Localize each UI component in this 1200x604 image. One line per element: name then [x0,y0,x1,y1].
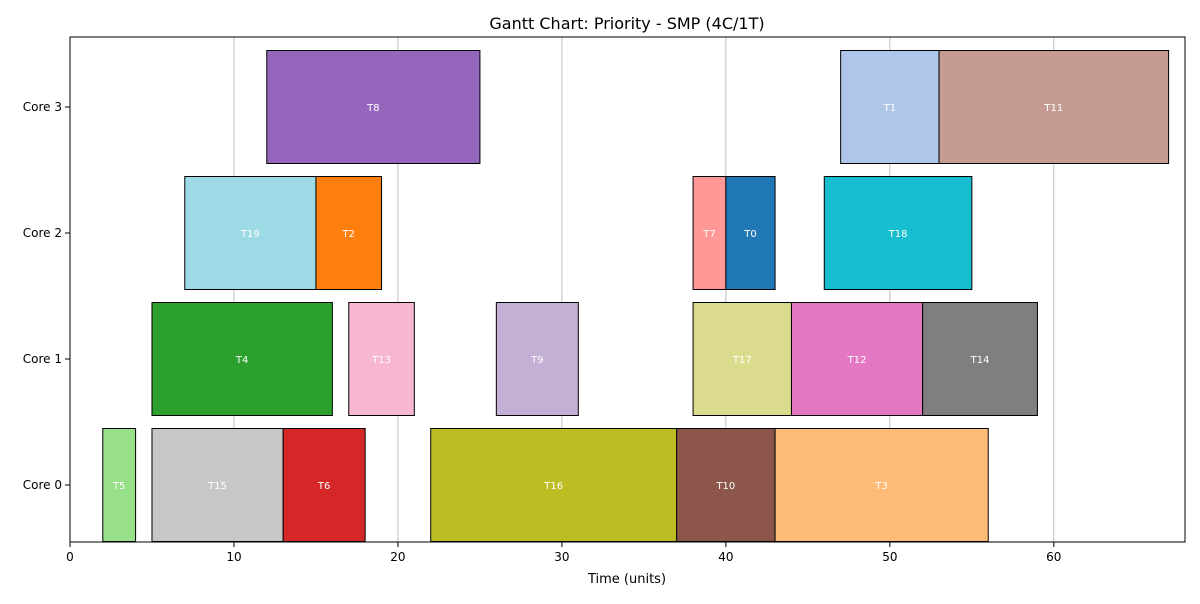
x-tick-label: 60 [1046,550,1061,564]
plot-frame [69,36,1186,543]
task-bar-t10 [676,428,776,542]
task-bar-t15 [151,428,284,542]
x-tick-label: 20 [390,550,405,564]
task-label-t3: T3 [874,481,887,492]
task-label-t8: T8 [366,103,379,114]
task-label-t10: T10 [715,481,735,492]
task-label-t14: T14 [970,355,990,366]
y-tick-label: Core 2 [23,226,62,240]
task-bar-t19 [184,176,317,290]
task-bar-t11 [938,50,1170,164]
task-label-t15: T15 [207,481,227,492]
task-bar-t7 [692,176,727,290]
x-axis-label: Time (units) [587,572,666,587]
task-label-t5: T5 [112,481,125,492]
y-tick-label: Core 0 [23,478,62,492]
x-tick-label: 10 [226,550,241,564]
bars-layer: T5 T15 T6 T16 T10 T3 T4 T13 T9 T17 T12 T14 T19 T2 T7 T0… [102,50,1170,542]
task-bar-t9 [495,302,579,416]
task-label-t4: T4 [235,355,248,366]
task-label-t18: T18 [888,229,908,240]
task-label-t1: T1 [883,103,896,114]
chart-title: Gantt Chart: Priority - SMP (4C/1T) [489,14,764,33]
task-label-t13: T13 [371,355,391,366]
task-bar-t16 [430,428,678,542]
x-tick-label: 30 [554,550,569,564]
x-tick-label: 50 [882,550,897,564]
task-bar-t0 [725,176,776,290]
task-label-t9: T9 [530,355,543,366]
task-bar-t1 [840,50,940,164]
task-bar-t17 [692,302,792,416]
task-bar-t3 [774,428,989,542]
task-label-t7: T7 [702,229,715,240]
y-tick-label: Core 1 [23,352,62,366]
task-bar-t14 [922,302,1038,416]
y-tick-label: Core 3 [23,100,62,114]
task-label-t16: T16 [543,481,563,492]
axes-layer: 0 10 20 30 40 50 60 Core 0 Core 1 Core 2 Core 3 [23,36,1186,564]
task-bar-t4 [151,302,333,416]
task-label-t2: T2 [342,229,355,240]
x-tick-label: 0 [66,550,74,564]
task-label-t11: T11 [1043,103,1063,114]
task-bar-t8 [266,50,481,164]
task-label-t12: T12 [847,355,867,366]
x-tick-label: 40 [718,550,733,564]
task-label-t6: T6 [317,481,330,492]
task-bar-t18 [823,176,973,290]
task-label-t0: T0 [743,229,756,240]
task-label-t17: T17 [732,355,752,366]
task-bar-t6 [282,428,366,542]
task-label-t19: T19 [240,229,260,240]
task-bar-t12 [790,302,924,416]
task-bar-t2 [315,176,383,290]
task-bar-t13 [348,302,415,416]
